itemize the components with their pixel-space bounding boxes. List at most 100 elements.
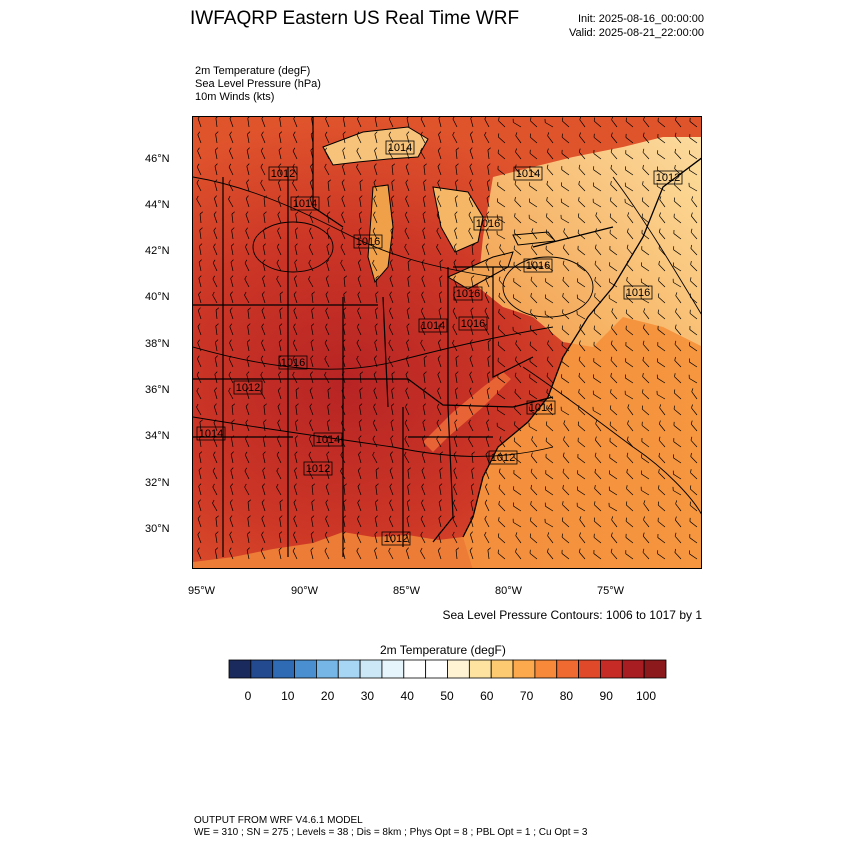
wind-barb xyxy=(455,163,459,176)
wind-barb xyxy=(468,403,474,416)
wind-barb xyxy=(293,117,298,128)
chart-title: IWFAQRP Eastern US Real Time WRF xyxy=(190,8,520,29)
wind-barb xyxy=(310,339,314,352)
wind-barb xyxy=(198,275,202,288)
wind-barb xyxy=(372,419,378,432)
field-label-pressure: Sea Level Pressure (hPa) xyxy=(195,78,321,90)
wind-barb xyxy=(372,259,378,272)
wind-barb xyxy=(196,163,202,176)
pressure-label: 1016 xyxy=(458,316,488,331)
wind-barb xyxy=(295,419,299,432)
wind-barb xyxy=(294,435,298,448)
wind-barb xyxy=(470,131,474,144)
wind-barb xyxy=(407,483,411,496)
wind-barb xyxy=(609,278,618,288)
wind-barb xyxy=(626,244,634,256)
wind-barb xyxy=(438,291,443,304)
wind-barb xyxy=(593,517,602,528)
wind-barb xyxy=(594,260,602,272)
wind-barb xyxy=(407,275,411,288)
wind-barb xyxy=(529,182,538,192)
colorbar-swatch xyxy=(228,659,252,679)
wind-barb xyxy=(342,323,346,336)
wind-barb xyxy=(689,150,698,160)
wind-barb xyxy=(595,228,602,240)
wind-barb xyxy=(499,452,506,464)
wind-barb xyxy=(484,515,490,528)
wind-barb xyxy=(609,245,618,256)
wind-barb xyxy=(611,308,618,320)
wind-barb xyxy=(261,515,266,528)
wind-barb xyxy=(311,291,315,304)
wind-barb xyxy=(454,435,458,448)
wind-barb xyxy=(487,163,491,176)
map-panel: 1014 1012 1014 1014 1016 1016 1016 1016 1016 1014… xyxy=(192,116,702,569)
wind-barb xyxy=(530,468,538,480)
wind-barb xyxy=(515,356,522,368)
wind-barb xyxy=(690,452,698,464)
wind-barb xyxy=(405,387,410,400)
wind-barb xyxy=(657,133,666,144)
pressure-label: 1014 xyxy=(313,432,343,447)
wind-barb xyxy=(610,372,618,384)
wind-barb xyxy=(215,307,220,320)
wind-barb xyxy=(196,179,202,192)
wind-barb xyxy=(498,325,506,336)
pressure-label: 1012 xyxy=(653,170,683,185)
wind-barb xyxy=(452,131,458,144)
wind-barb xyxy=(469,179,474,192)
wind-barb xyxy=(627,228,634,240)
wind-barb xyxy=(375,499,379,512)
wind-barb xyxy=(278,147,282,160)
wind-barb xyxy=(454,419,458,432)
wind-barb xyxy=(388,355,394,368)
colorbar-tick-label: 80 xyxy=(560,689,574,703)
wind-barb xyxy=(343,307,347,320)
pressure-label-group: 1014 1012 1014 1014 1016 1016 1016 1016 1016 1014… xyxy=(196,140,683,546)
wind-barb xyxy=(292,179,298,192)
longitude-tick-label: 75°W xyxy=(597,585,625,597)
svg-text:1014: 1014 xyxy=(388,142,412,154)
wind-barb xyxy=(437,547,442,560)
wind-barb xyxy=(656,374,666,384)
wind-barb xyxy=(544,502,554,512)
wind-barb xyxy=(625,374,634,384)
wind-barb xyxy=(657,309,666,320)
colorbar-tick-label: 30 xyxy=(361,689,375,703)
wind-barb xyxy=(691,404,698,416)
wind-barb xyxy=(246,179,250,192)
wind-barb xyxy=(391,163,396,176)
wind-barb xyxy=(260,371,266,384)
wind-barb xyxy=(593,325,602,336)
colorbar-swatch xyxy=(447,659,470,679)
wind-barb xyxy=(625,501,634,512)
wind-barb xyxy=(530,517,538,528)
wind-barb xyxy=(514,405,522,416)
wind-barb xyxy=(420,323,426,336)
wind-barb xyxy=(658,469,666,480)
wind-barb xyxy=(673,213,682,224)
wind-barb xyxy=(229,307,234,320)
wind-barb xyxy=(231,435,235,448)
wind-barb xyxy=(688,166,698,176)
wind-barb xyxy=(212,483,218,496)
wind-barb xyxy=(342,339,346,352)
wind-barb xyxy=(625,133,634,144)
wind-barb xyxy=(625,341,634,352)
wind-barb xyxy=(247,515,251,528)
wind-barb xyxy=(513,502,522,512)
wind-barb xyxy=(374,117,378,128)
wind-barb xyxy=(658,244,666,256)
wind-barb xyxy=(278,339,282,352)
wind-barb xyxy=(593,182,602,192)
wind-barb xyxy=(420,117,426,128)
wind-barb xyxy=(594,276,602,288)
wind-barb xyxy=(530,292,538,304)
wind-barb xyxy=(643,324,650,336)
wind-barb xyxy=(545,278,554,288)
wind-barb xyxy=(611,516,618,528)
wind-barb xyxy=(375,467,380,480)
wind-barb xyxy=(514,180,522,192)
wind-barb xyxy=(374,307,379,320)
colorbar-swatch xyxy=(337,659,361,679)
